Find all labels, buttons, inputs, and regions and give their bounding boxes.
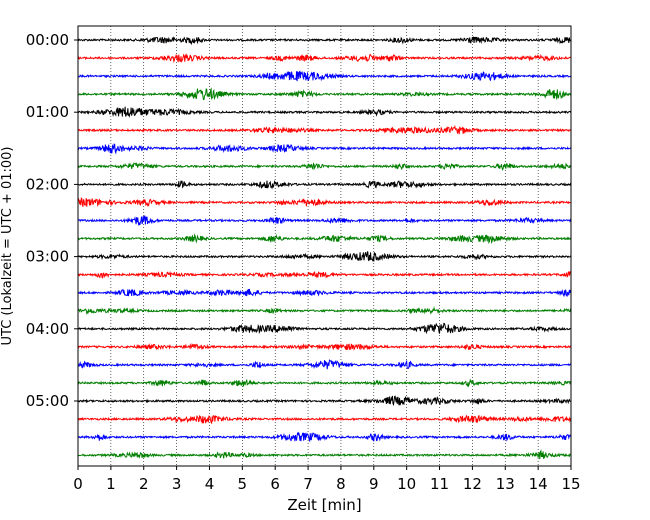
y-axis-label: UTC (Lokalzeit = UTC + 01:00) — [0, 147, 15, 346]
x-tick-label: 13 — [496, 475, 515, 493]
x-tick-label: 3 — [172, 475, 182, 493]
y-tick-label: 04:00 — [26, 320, 69, 338]
seismogram-trace — [77, 233, 572, 245]
seismogram-trace — [77, 448, 572, 460]
seismogram-trace — [77, 36, 572, 46]
x-axis: 0 1 2 3 4 5 6 7 8 9 10 11 12 13 14 15 — [73, 466, 581, 493]
x-axis-label: Zeit [min] — [287, 496, 361, 514]
seismogram-trace — [77, 306, 572, 315]
x-tick-label: 4 — [205, 475, 215, 493]
seismogram-trace — [77, 197, 572, 208]
seismogram-trace — [77, 179, 572, 190]
seismogram-trace — [77, 143, 572, 155]
x-tick-label: 10 — [397, 475, 416, 493]
x-tick-label: 2 — [139, 475, 149, 493]
x-tick-label: 0 — [73, 475, 83, 493]
grid-lines — [110, 26, 539, 466]
seismogram-trace — [77, 161, 572, 171]
seismogram-trace — [77, 288, 572, 298]
x-tick-label: 6 — [270, 475, 280, 493]
y-tick-label: 01:00 — [26, 103, 69, 121]
seismogram-trace — [77, 378, 572, 388]
y-axis: 00:00 01:00 02:00 03:00 04:00 05:00 — [26, 31, 78, 410]
x-tick-label: 14 — [529, 475, 548, 493]
y-tick-label: 02:00 — [26, 175, 69, 193]
seismogram-trace — [77, 359, 572, 370]
x-tick-label: 7 — [303, 475, 313, 493]
seismogram-trace — [77, 106, 572, 118]
y-tick-label: 03:00 — [26, 248, 69, 266]
seismogram-trace — [77, 322, 572, 335]
x-tick-label: 5 — [238, 475, 248, 493]
seismogram-trace — [77, 414, 572, 425]
seismogram-trace — [77, 395, 572, 406]
x-tick-label: 1 — [106, 475, 116, 493]
y-tick-label: 00:00 — [26, 31, 69, 49]
seismogram-trace — [77, 270, 572, 279]
seismogram-trace — [77, 251, 572, 262]
seismogram-trace — [77, 431, 572, 443]
seismogram-trace — [77, 342, 572, 351]
seismogram-trace — [77, 53, 572, 64]
x-tick-label: 9 — [369, 475, 379, 493]
seismogram-trace — [77, 124, 572, 135]
y-tick-label: 05:00 — [26, 392, 69, 410]
seismogram-trace — [77, 70, 572, 82]
seismogram-trace — [77, 215, 572, 226]
plot-frame — [77, 25, 572, 467]
x-tick-label: 8 — [336, 475, 346, 493]
x-tick-label: 11 — [430, 475, 449, 493]
x-tick-label: 15 — [561, 475, 580, 493]
seismogram-trace — [77, 87, 572, 101]
seismogram-traces — [77, 36, 572, 460]
x-tick-label: 12 — [463, 475, 482, 493]
